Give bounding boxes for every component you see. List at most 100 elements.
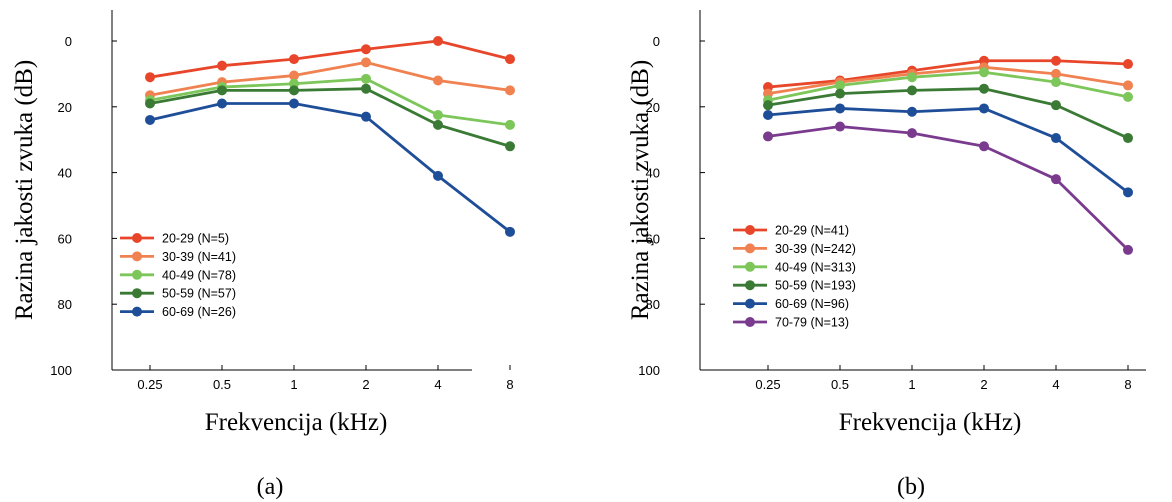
legend-entry: 20-29 (N=41) bbox=[733, 224, 849, 238]
legend-label: 50-59 (N=57) bbox=[162, 287, 236, 301]
legend-entry: 50-59 (N=193) bbox=[733, 279, 856, 293]
y-axis-title: Razina jakosti zvuka (dB) bbox=[11, 60, 38, 320]
data-point bbox=[1123, 133, 1133, 144]
y-tick-label: 0 bbox=[65, 34, 72, 49]
data-point bbox=[505, 141, 515, 152]
data-point bbox=[361, 73, 371, 84]
data-point bbox=[1051, 68, 1061, 79]
x-tick-label: 0.25 bbox=[755, 377, 780, 392]
data-point bbox=[835, 103, 845, 114]
x-axis-title: Frekvencija (kHz) bbox=[839, 409, 1022, 436]
data-point bbox=[217, 60, 227, 71]
legend-label: 60-69 (N=96) bbox=[775, 297, 849, 311]
x-tick-label: 2 bbox=[980, 377, 987, 392]
x-tick-label: 1 bbox=[908, 377, 915, 392]
x-tick-label: 0.5 bbox=[831, 377, 849, 392]
data-point bbox=[1123, 244, 1133, 255]
data-point bbox=[1051, 100, 1061, 111]
data-point bbox=[1051, 55, 1061, 66]
y-tick-label: 80 bbox=[58, 297, 72, 312]
data-point bbox=[1123, 80, 1133, 91]
series-line bbox=[767, 70, 1129, 102]
legend-swatch-marker bbox=[745, 298, 755, 309]
legend-entry: 20-29 (N=5) bbox=[120, 232, 229, 246]
data-point bbox=[289, 70, 299, 81]
data-point bbox=[145, 72, 155, 83]
data-point bbox=[217, 85, 227, 96]
legend-entry: 70-79 (N=13) bbox=[733, 316, 849, 330]
legend-swatch-marker bbox=[132, 251, 142, 262]
series-line bbox=[767, 65, 1129, 96]
legend-label: 20-29 (N=41) bbox=[775, 224, 849, 238]
data-point bbox=[763, 110, 773, 121]
x-tick-label: 8 bbox=[506, 377, 513, 392]
data-point bbox=[763, 131, 773, 142]
series-line bbox=[767, 107, 1129, 194]
data-point bbox=[433, 36, 443, 46]
x-tick-label: 4 bbox=[434, 377, 441, 392]
data-point bbox=[361, 83, 371, 94]
series-30-39 bbox=[763, 62, 1133, 99]
data-point bbox=[145, 98, 155, 109]
legend-swatch-marker bbox=[745, 317, 755, 327]
data-point bbox=[433, 119, 443, 130]
data-point bbox=[505, 119, 515, 130]
series-line bbox=[767, 59, 1129, 89]
figure-caption: (a) bbox=[257, 474, 284, 500]
y-tick-label: 0 bbox=[653, 34, 660, 49]
legend-label: 40-49 (N=313) bbox=[775, 260, 856, 274]
series-60-69 bbox=[763, 103, 1133, 198]
x-tick-label: 8 bbox=[1124, 377, 1131, 392]
x-tick-label: 0.25 bbox=[137, 377, 162, 392]
data-point bbox=[361, 111, 371, 122]
y-tick-label: 60 bbox=[646, 231, 660, 246]
x-tick-label: 1 bbox=[290, 377, 297, 392]
series-50-59 bbox=[145, 83, 515, 152]
y-tick-label: 60 bbox=[58, 231, 72, 246]
data-point bbox=[907, 128, 917, 139]
series-50-59 bbox=[763, 83, 1133, 144]
data-point bbox=[289, 54, 299, 65]
data-point bbox=[835, 88, 845, 99]
series-line bbox=[149, 77, 511, 127]
data-point bbox=[1123, 59, 1133, 70]
data-point bbox=[433, 170, 443, 181]
data-point bbox=[433, 75, 443, 86]
y-tick-label: 40 bbox=[58, 166, 72, 181]
data-point bbox=[505, 54, 515, 65]
figure-caption: (b) bbox=[897, 474, 925, 500]
data-point bbox=[763, 100, 773, 111]
y-tick-label: 20 bbox=[58, 100, 72, 115]
legend-swatch-marker bbox=[132, 306, 142, 317]
y-tick-label: 100 bbox=[50, 363, 72, 378]
data-point bbox=[145, 114, 155, 125]
legend-swatch-marker bbox=[745, 243, 755, 254]
legend-swatch-marker bbox=[132, 233, 142, 243]
legend-entry: 50-59 (N=57) bbox=[120, 287, 236, 301]
legend-entry: 40-49 (N=78) bbox=[120, 268, 236, 282]
series-60-69 bbox=[145, 98, 515, 237]
data-point bbox=[505, 85, 515, 96]
legend-swatch-marker bbox=[745, 261, 755, 272]
series-line bbox=[767, 87, 1129, 140]
legend-swatch-marker bbox=[132, 288, 142, 299]
data-point bbox=[907, 106, 917, 117]
legend-swatch-marker bbox=[745, 280, 755, 291]
y-axis-title: Razina jakosti zvuka (dB) bbox=[627, 60, 654, 320]
series-70-79 bbox=[763, 121, 1133, 255]
y-tick-label: 100 bbox=[638, 363, 660, 378]
series-line bbox=[149, 102, 511, 233]
series-20-29 bbox=[145, 36, 515, 83]
legend-label: 60-69 (N=26) bbox=[162, 305, 236, 319]
data-point bbox=[361, 57, 371, 68]
data-point bbox=[979, 83, 989, 94]
legend-entry: 60-69 (N=26) bbox=[120, 305, 236, 319]
legend-label: 30-39 (N=242) bbox=[775, 242, 856, 256]
legend-label: 70-79 (N=13) bbox=[775, 316, 849, 330]
chart-b: 0 20 40 60 80 100 0.25 0.5 1 2 4 8 Frekvencija (kHz)… bbox=[627, 10, 1146, 500]
series-line bbox=[149, 60, 511, 97]
data-point bbox=[907, 85, 917, 96]
series-line bbox=[149, 39, 511, 79]
legend-entry: 30-39 (N=41) bbox=[120, 250, 236, 264]
